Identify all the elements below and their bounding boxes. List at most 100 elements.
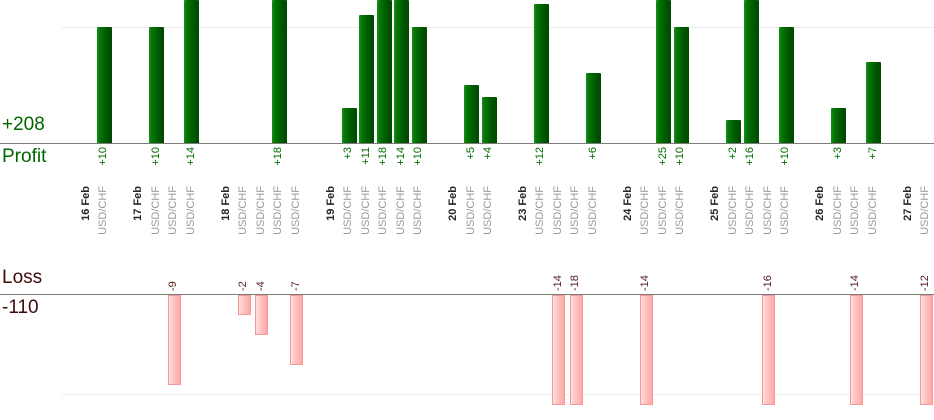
symbol-label: USD/CHF bbox=[237, 186, 250, 235]
profit-axis-line bbox=[0, 143, 934, 144]
symbol-label: USD/CHF bbox=[289, 186, 302, 235]
profit-bar bbox=[394, 0, 410, 143]
profit-value-label: +11 bbox=[359, 147, 372, 165]
symbol-label: USD/CHF bbox=[534, 186, 547, 235]
profit-value-label: +14 bbox=[184, 147, 197, 166]
profit-value-label: +14 bbox=[394, 147, 407, 166]
profit-bar bbox=[411, 27, 427, 143]
profit-bar bbox=[726, 119, 742, 143]
profit-axis-title: Profit bbox=[2, 146, 47, 167]
loss-value-label: -14 bbox=[551, 275, 564, 291]
profit-value-label: +7 bbox=[866, 147, 879, 160]
profit-bar bbox=[376, 0, 392, 143]
symbol-label: USD/CHF bbox=[726, 186, 739, 235]
profit-value-label: +10 bbox=[149, 147, 162, 166]
profit-total-label: +208 bbox=[2, 114, 45, 135]
profit-value-label: +25 bbox=[656, 147, 669, 166]
loss-gridline bbox=[62, 394, 934, 395]
symbol-label: USD/CHF bbox=[394, 186, 407, 235]
loss-bar bbox=[762, 295, 776, 405]
loss-value-label: -14 bbox=[849, 275, 862, 291]
loss-value-label: -12 bbox=[919, 275, 932, 291]
date-label: 18 Feb bbox=[219, 186, 232, 221]
profit-value-label: +12 bbox=[534, 147, 547, 166]
date-label: 17 Feb bbox=[132, 186, 145, 221]
profit-value-label: +2 bbox=[726, 147, 739, 160]
loss-value-label: -14 bbox=[639, 275, 652, 291]
profit-bar bbox=[586, 73, 602, 143]
symbol-label: USD/CHF bbox=[569, 186, 582, 235]
symbol-label: USD/CHF bbox=[464, 186, 477, 235]
loss-bar bbox=[639, 295, 653, 405]
symbol-label: USD/CHF bbox=[586, 186, 599, 235]
profit-bar bbox=[96, 27, 112, 143]
profit-value-label: +18 bbox=[377, 147, 390, 166]
symbol-label: USD/CHF bbox=[482, 186, 495, 235]
symbol-label: USD/CHF bbox=[551, 186, 564, 235]
loss-value-label: -18 bbox=[569, 275, 582, 291]
profit-bar bbox=[831, 108, 847, 143]
symbol-label: USD/CHF bbox=[412, 186, 425, 235]
date-label: 20 Feb bbox=[447, 186, 460, 221]
loss-value-label: -7 bbox=[289, 281, 302, 291]
profit-bar bbox=[271, 0, 287, 143]
symbol-label: USD/CHF bbox=[377, 186, 390, 235]
profit-bar bbox=[673, 27, 689, 143]
symbol-label: USD/CHF bbox=[254, 186, 267, 235]
profit-value-label: +10 bbox=[674, 147, 687, 166]
loss-axis-line bbox=[0, 294, 934, 295]
loss-bar bbox=[255, 295, 269, 335]
profit-value-label: +16 bbox=[744, 147, 757, 166]
profit-bar bbox=[149, 27, 165, 143]
date-label: 27 Feb bbox=[901, 186, 914, 221]
symbol-label: USD/CHF bbox=[639, 186, 652, 235]
profit-value-label: +5 bbox=[464, 147, 477, 160]
symbol-label: USD/CHF bbox=[167, 186, 180, 235]
symbol-label: USD/CHF bbox=[272, 186, 285, 235]
date-label: 26 Feb bbox=[814, 186, 827, 221]
date-label: 16 Feb bbox=[80, 186, 92, 221]
profit-bar bbox=[481, 96, 497, 143]
profit-bar bbox=[184, 0, 200, 143]
profit-value-label: +3 bbox=[342, 147, 355, 160]
symbol-label: USD/CHF bbox=[744, 186, 757, 235]
symbol-label: USD/CHF bbox=[184, 186, 197, 235]
profit-value-label: +10 bbox=[779, 147, 792, 166]
profit-bar bbox=[743, 0, 759, 143]
profit-bar bbox=[533, 3, 549, 143]
date-label: 23 Feb bbox=[517, 186, 529, 221]
symbol-label: USD/CHF bbox=[97, 186, 110, 235]
symbol-label: USD/CHF bbox=[674, 186, 687, 235]
loss-bar bbox=[237, 295, 251, 315]
loss-bar bbox=[849, 295, 863, 405]
loss-bar bbox=[167, 295, 181, 385]
profit-bar bbox=[656, 0, 672, 143]
profit-value-label: +10 bbox=[97, 147, 110, 166]
loss-value-label: -4 bbox=[254, 281, 267, 291]
symbol-label: USD/CHF bbox=[342, 186, 355, 235]
date-label: 25 Feb bbox=[709, 186, 722, 221]
loss-total-label: -110 bbox=[2, 297, 39, 318]
symbol-label: USD/CHF bbox=[149, 186, 162, 235]
loss-bar bbox=[552, 295, 566, 405]
loss-bar bbox=[919, 295, 933, 405]
loss-axis-title: Loss bbox=[2, 267, 43, 288]
profit-value-label: +10 bbox=[412, 147, 425, 166]
profit-value-label: +4 bbox=[482, 147, 495, 160]
symbol-label: USD/CHF bbox=[359, 186, 372, 235]
profit-gridline bbox=[62, 27, 934, 28]
profit-bar bbox=[341, 108, 357, 143]
loss-bar bbox=[290, 295, 304, 365]
symbol-label: USD/CHF bbox=[849, 186, 862, 235]
profit-bar bbox=[866, 61, 882, 143]
profit-value-label: +6 bbox=[586, 147, 599, 160]
profit-value-label: +3 bbox=[831, 147, 844, 160]
date-label: 19 Feb bbox=[324, 186, 337, 221]
profit-value-label: +18 bbox=[272, 147, 285, 166]
profit-bar bbox=[359, 15, 375, 143]
symbol-label: USD/CHF bbox=[831, 186, 844, 235]
symbol-label: USD/CHF bbox=[919, 186, 932, 235]
loss-value-label: -16 bbox=[761, 275, 774, 291]
profit-bar bbox=[778, 27, 794, 143]
